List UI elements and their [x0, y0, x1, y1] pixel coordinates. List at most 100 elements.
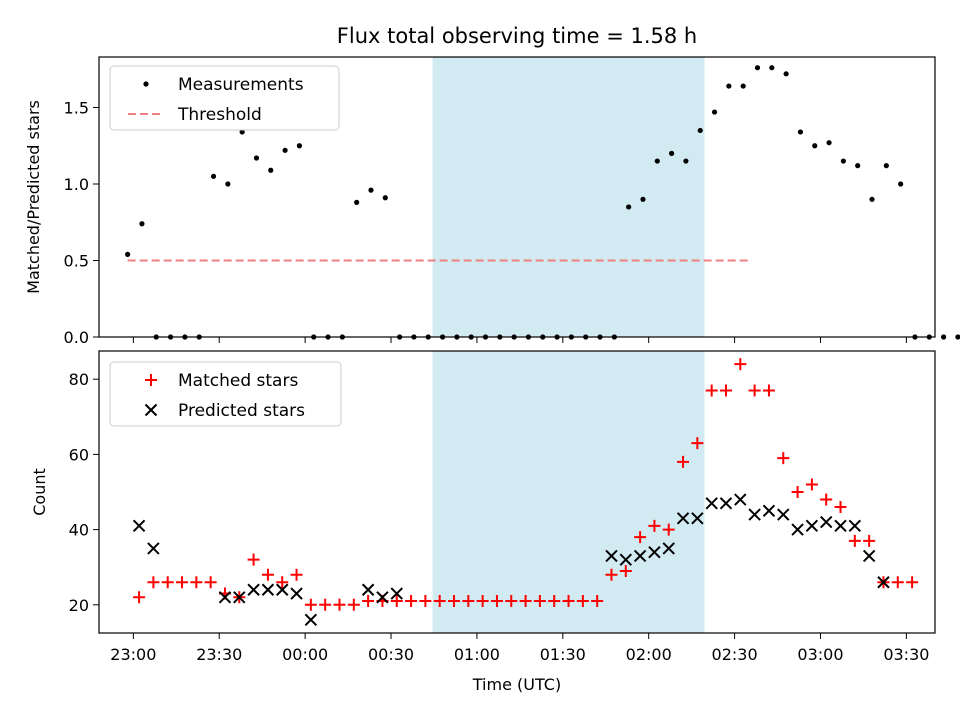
matched-star-point [405, 595, 418, 608]
measurement-point [225, 181, 231, 187]
x-tick-label: 01:30 [540, 645, 586, 664]
matched-star-point [261, 568, 274, 581]
matched-star-point [190, 576, 203, 589]
matched-star-point [662, 523, 675, 536]
measurement-point [812, 143, 818, 149]
measurement-point [726, 83, 732, 89]
measurement-point [296, 143, 303, 149]
matched-star-point [448, 595, 461, 608]
matched-star-point [462, 595, 475, 608]
measurement-point [797, 129, 804, 135]
predicted-star-point [819, 515, 833, 529]
predicted-star-point [848, 519, 862, 533]
matched-star-point [147, 576, 160, 589]
legend-label: Measurements [178, 75, 304, 95]
matched-star-point [276, 576, 289, 589]
matched-star-point [161, 576, 174, 589]
measurement-point [239, 129, 245, 135]
matched-star-point [576, 595, 589, 608]
predicted-star-point [691, 512, 704, 525]
measurement-point [382, 195, 388, 201]
measurement-point [368, 187, 374, 193]
matched-star-point [734, 358, 747, 371]
legend-marker [144, 403, 158, 417]
matched-star-point [619, 564, 632, 577]
legend-label: Predicted stars [178, 401, 305, 421]
predicted-star-point [605, 549, 618, 563]
x-tick-label: 02:00 [626, 645, 672, 664]
matched-star-point [906, 576, 919, 589]
matched-star-point [648, 519, 661, 532]
matched-star-point [304, 598, 317, 611]
matched-star-point [476, 595, 489, 608]
measurement-point [740, 83, 746, 89]
matched-star-point [848, 534, 861, 547]
observing-window-band [432, 351, 705, 633]
x-axis-label: Time (UTC) [472, 675, 561, 694]
matched-star-point [720, 384, 732, 397]
y-tick-label: 80 [69, 370, 89, 389]
measurement-point [754, 65, 761, 71]
matched-star-point [362, 595, 375, 608]
predicted-star-point [147, 542, 160, 555]
legend-box [109, 361, 342, 427]
x-tick-label: 03:00 [797, 645, 843, 664]
predicted-star-point [662, 542, 675, 555]
y-tick-label: 1.5 [64, 98, 89, 117]
legend-marker [145, 374, 157, 386]
predicted-star-point [777, 508, 790, 521]
matched-star-point [490, 595, 503, 608]
predicted-star-point [676, 512, 690, 525]
bottom-y-axis-label: Count [30, 468, 49, 516]
matched-star-point [333, 598, 346, 611]
matched-star-point [634, 531, 647, 544]
predicted-star-point [862, 549, 876, 563]
predicted-star-point [261, 583, 275, 596]
matched-star-point [605, 568, 618, 581]
measurement-point [783, 71, 789, 77]
predicted-star-point [648, 545, 661, 559]
legend-label: Threshold [177, 105, 262, 125]
measurement-point [697, 127, 703, 134]
y-tick-label: 0.0 [64, 328, 89, 347]
predicted-star-point [247, 583, 260, 596]
matched-star-point [347, 598, 360, 611]
matched-star-point [791, 486, 804, 498]
predicted-star-point [834, 519, 847, 533]
predicted-star-point [218, 591, 232, 604]
matched-star-point [390, 595, 403, 608]
bottom-legend: Matched stars Predicted stars [109, 361, 342, 427]
x-tick-label: 00:30 [368, 645, 414, 664]
measurement-point [826, 140, 832, 146]
y-tick-label: 60 [69, 445, 89, 464]
predicted-star-point [734, 493, 747, 506]
measurement-point [640, 196, 646, 202]
measurement-point [683, 158, 689, 164]
predicted-star-point [791, 523, 804, 536]
measurement-point [654, 158, 660, 164]
measurement-point [898, 181, 904, 187]
x-tick-label: 23:30 [196, 645, 242, 664]
x-tick-label: 02:30 [712, 645, 758, 664]
x-tick-label: 01:00 [454, 645, 500, 664]
measurement-point [669, 150, 675, 156]
matched-star-point [591, 595, 604, 608]
measurement-point [840, 158, 846, 164]
measurement-point [940, 334, 947, 340]
bottom-plot-frame [98, 350, 936, 634]
matched-star-point [176, 576, 189, 589]
measurement-point [210, 173, 217, 179]
predicted-star-point [390, 587, 403, 600]
measurement-point [769, 65, 775, 71]
predicted-star-point [705, 497, 718, 510]
matched-star-point [247, 553, 260, 566]
predicted-star-point [376, 591, 389, 604]
predicted-star-point [304, 613, 318, 627]
measurement-point [626, 204, 632, 210]
top-legend: Measurements Threshold [109, 65, 340, 131]
y-tick-label: 0.5 [64, 251, 89, 270]
observing-window-band [432, 57, 705, 337]
y-tick-label: 20 [69, 596, 89, 615]
matched-star-point [133, 591, 146, 604]
